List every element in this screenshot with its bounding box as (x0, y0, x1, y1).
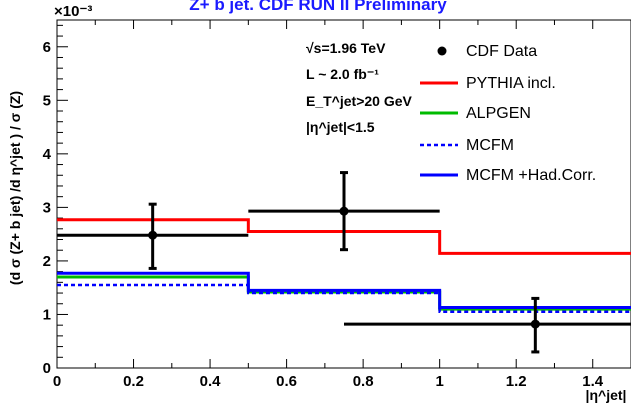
y-exponent-label: ×10⁻³ (54, 3, 92, 20)
x-tick-label: 1.2 (506, 373, 527, 390)
info-eta-cut: |η^jet|<1.5 (306, 119, 375, 135)
y-tick-label: 6 (43, 39, 51, 56)
series-line-mcfm (57, 283, 631, 314)
y-tick-label: 2 (43, 253, 51, 270)
series-line-mcfm-had-corr- (57, 271, 631, 310)
x-tick-label: 1.4 (582, 373, 604, 390)
y-axis-label: (d σ (Z+ b jet) /d η^jet ) / σ (Z) (7, 91, 23, 285)
legend-label: PYTHIA incl. (466, 75, 556, 92)
data-point (530, 319, 540, 329)
axes: 0 0.2 0.4 0.6 0.8 1 1.2 1.4 0 1 2 3 4 5 6 (43, 19, 631, 390)
legend-label: CDF Data (466, 43, 537, 60)
y-tick-label: 1 (43, 306, 51, 323)
y-tick-label: 5 (43, 92, 51, 109)
legend: CDF Data PYTHIA incl. ALPGEN MCFM MCFM +Had.… (420, 43, 596, 184)
x-tick-label: 0.8 (353, 373, 374, 390)
x-tick-label: 0.4 (200, 373, 222, 390)
legend-label: MCFM (466, 137, 514, 154)
y-tick-label: 3 (43, 199, 51, 216)
x-tick-label: 0 (53, 373, 61, 390)
y-axis: 0 1 2 3 4 5 6 (43, 24, 68, 377)
legend-marker-data (437, 46, 447, 56)
info-box: √s=1.96 TeV L ~ 2.0 fb⁻¹ E_T^jet>20 GeV … (306, 40, 413, 135)
data-point (148, 230, 158, 240)
x-axis: 0 0.2 0.4 0.6 0.8 1 1.2 1.4 (53, 20, 631, 390)
x-tick-label: 0.6 (276, 373, 297, 390)
data-points-layer (57, 171, 631, 354)
chart-title: Z+ b jet. CDF RUN II Preliminary (189, 0, 447, 14)
plot-frame (56, 19, 631, 369)
info-energy: √s=1.96 TeV (306, 40, 386, 56)
info-et-cut: E_T^jet>20 GeV (306, 93, 413, 109)
data-point (339, 206, 349, 216)
x-tick-label: 0.2 (123, 373, 144, 390)
legend-label: ALPGEN (466, 105, 531, 122)
x-tick-label: 1 (435, 373, 443, 390)
info-luminosity: L ~ 2.0 fb⁻¹ (306, 66, 379, 82)
x-axis-label: |η^jet| (586, 387, 627, 403)
y-tick-label: 4 (43, 146, 52, 163)
series-layer (57, 218, 631, 314)
legend-label: MCFM +Had.Corr. (466, 167, 596, 184)
y-tick-label: 0 (43, 360, 51, 377)
